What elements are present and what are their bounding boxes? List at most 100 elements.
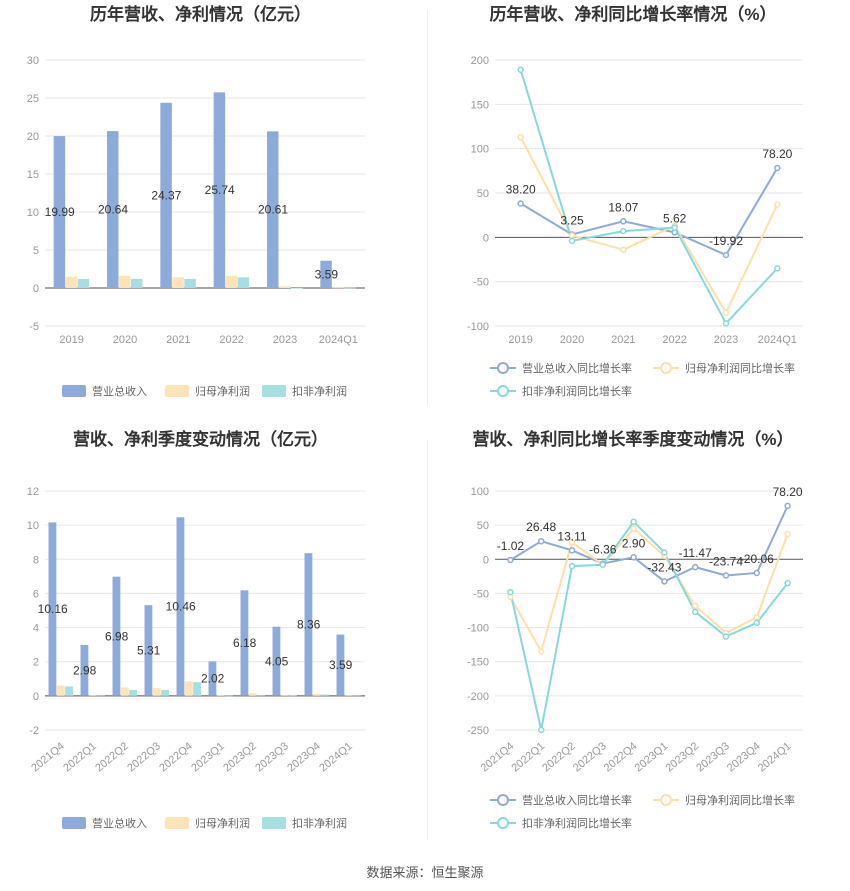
- x-tick-label: 2022: [219, 334, 243, 346]
- data-point: [599, 561, 607, 568]
- x-tick-label: 2019: [508, 334, 532, 346]
- bar-net-profit: [120, 687, 129, 696]
- data-label: 24.37: [151, 188, 181, 202]
- bar-deducted-profit: [65, 686, 73, 696]
- legend-swatch: [62, 817, 86, 829]
- data-point: [691, 563, 699, 571]
- x-tick-label: 2023: [714, 334, 738, 346]
- data-label: -1.02: [497, 539, 525, 553]
- bar-revenue: [240, 590, 249, 696]
- y-tick-label: 6: [33, 588, 39, 600]
- x-tick-label: 2023Q3: [694, 740, 732, 774]
- data-label: 78.20: [773, 485, 803, 499]
- data-label: 6.18: [233, 636, 257, 650]
- series-line-revenue: [509, 505, 789, 583]
- y-tick-label: -250: [467, 725, 489, 737]
- data-point: [722, 572, 730, 579]
- chart-svg: 营收、净利季度变动情况（亿元）-20246810122021Q42022Q120…: [27, 429, 365, 830]
- legend-marker: [660, 794, 672, 806]
- bar-revenue: [213, 92, 226, 288]
- bar-revenue: [107, 131, 119, 288]
- chart-title: 历年营收、净利同比增长率情况（%）: [489, 4, 776, 24]
- legend-swatch: [262, 385, 286, 397]
- data-label: 2.02: [201, 672, 225, 686]
- bar-revenue: [267, 131, 279, 288]
- x-tick-label: 2022Q4: [602, 740, 640, 774]
- data-point: [722, 309, 730, 316]
- y-tick-label: 50: [477, 188, 489, 200]
- data-label: -11.47: [679, 546, 712, 560]
- data-label: 26.48: [526, 520, 556, 534]
- y-tick-label: -5: [29, 321, 39, 333]
- chart-svg: 营收、净利同比增长率季度变动情况（%） -250 -200 -150 -100 -50 0 5…: [467, 429, 803, 830]
- legend-label: 归母净利润同比增长率: [685, 793, 795, 807]
- series-line-net-profit: [509, 527, 789, 655]
- y-tick-label: 12: [27, 486, 39, 498]
- data-point: [784, 579, 791, 587]
- panel-divider: [427, 440, 428, 840]
- legend-label: 扣非净利润: [292, 816, 347, 830]
- chart-title: 历年营收、净利情况（亿元）: [90, 4, 311, 24]
- bar-revenue: [53, 136, 66, 288]
- series-line-deducted-profit: [509, 520, 789, 731]
- data-point: [620, 246, 627, 253]
- legend-label: 营业总收入: [92, 816, 147, 830]
- bar-revenue: [304, 553, 313, 696]
- legend-marker: [497, 817, 509, 829]
- y-tick-label: -50: [473, 588, 489, 600]
- legend-swatch: [62, 385, 86, 397]
- data-point: [507, 588, 514, 596]
- y-tick-label: 0: [33, 691, 39, 703]
- data-point: [691, 602, 699, 609]
- series-line-deducted-profit: [519, 69, 779, 326]
- bar-deducted-profit: [161, 689, 169, 696]
- legend-label: 营业总收入: [92, 384, 147, 398]
- quarterly-revenue-profit-chart: 营收、净利季度变动情况（亿元） -2 0 2 4 6 8 10 12 2021Q4 2022Q1 20…: [0, 425, 425, 850]
- y-tick-label: -100: [467, 321, 489, 333]
- quarterly-growth-rate-chart: 营收、净利同比增长率季度变动情况（%） -250 -200 -150 -100 -50 0 5…: [428, 425, 850, 850]
- data-label: 19.99: [45, 205, 75, 219]
- data-point: [774, 265, 781, 272]
- legend-label: 营业总收入同比增长率: [522, 361, 632, 375]
- data-point: [630, 554, 637, 561]
- bar-net-profit: [279, 286, 291, 288]
- chart-title: 营收、净利同比增长率季度变动情况（%）: [472, 429, 793, 449]
- data-point: [691, 608, 699, 616]
- data-label: 20.61: [258, 203, 288, 217]
- x-tick-label: 2022Q2: [540, 740, 578, 774]
- x-tick-label: 2019: [59, 334, 83, 346]
- y-tick-label: 20: [27, 131, 39, 143]
- bar-deducted-profit: [289, 695, 297, 697]
- data-point: [774, 164, 781, 172]
- y-tick-label: 150: [471, 99, 489, 111]
- x-tick-label: 2023Q3: [253, 740, 291, 774]
- y-tick-label: 2: [33, 657, 39, 669]
- x-tick-label: 2022Q1: [61, 740, 99, 774]
- data-label: 18.07: [608, 200, 638, 214]
- y-tick-label: 0: [33, 283, 39, 295]
- data-point: [722, 633, 730, 640]
- bar-net-profit: [332, 287, 344, 289]
- x-tick-label: 2022Q2: [93, 740, 131, 774]
- y-tick-label: 10: [27, 207, 39, 219]
- bar-deducted-profit: [97, 695, 105, 696]
- x-tick-label: 2022Q3: [571, 740, 609, 774]
- x-tick-label: 2023Q4: [725, 740, 763, 774]
- data-label: -23.74: [709, 554, 743, 568]
- data-point: [568, 538, 576, 546]
- bar-deducted-profit: [184, 278, 196, 288]
- bar-deducted-profit: [193, 682, 201, 696]
- series-line-net-profit: [519, 136, 779, 315]
- data-point: [568, 562, 576, 570]
- data-label: 6.98: [105, 629, 129, 643]
- bar-deducted-profit: [353, 695, 361, 696]
- data-point: [620, 218, 627, 225]
- legend-label: 归母净利润: [195, 384, 250, 398]
- bar-revenue: [112, 576, 121, 696]
- data-point: [517, 66, 524, 74]
- x-tick-label: 2023Q1: [189, 740, 227, 774]
- bar-deducted-profit: [237, 277, 250, 288]
- panel-divider: [427, 10, 428, 405]
- y-tick-label: 15: [27, 169, 39, 181]
- bar-deducted-profit: [321, 694, 329, 696]
